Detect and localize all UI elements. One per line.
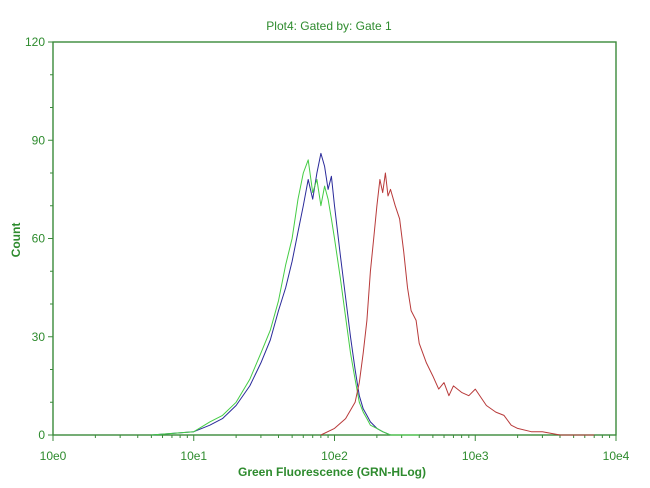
- series-layer: [151, 152, 595, 436]
- x-tick-label: 10e1: [180, 449, 207, 463]
- y-axis-label: Count: [9, 223, 23, 258]
- x-tick-label: 10e4: [603, 449, 630, 463]
- y-tick-label: 30: [32, 330, 46, 344]
- series-line-1: [151, 152, 420, 436]
- chart-title: Plot4: Gated by: Gate 1: [266, 19, 392, 33]
- series-line-3: [320, 172, 595, 436]
- x-axis-label: Green Fluorescence (GRN-HLog): [238, 465, 426, 479]
- x-axis-ticks: 10e0 10e1 10e2 10e3 10e4: [40, 435, 630, 463]
- x-tick-label: 10e2: [321, 449, 348, 463]
- y-tick-label: 90: [32, 133, 46, 147]
- y-tick-label: 0: [38, 428, 45, 442]
- x-tick-label: 10e3: [462, 449, 489, 463]
- y-tick-label: 120: [25, 35, 45, 49]
- y-axis-ticks: 0 30 60 90 120: [25, 35, 53, 442]
- series-line-2: [151, 159, 420, 436]
- y-tick-label: 60: [32, 232, 46, 246]
- x-tick-label: 10e0: [40, 449, 67, 463]
